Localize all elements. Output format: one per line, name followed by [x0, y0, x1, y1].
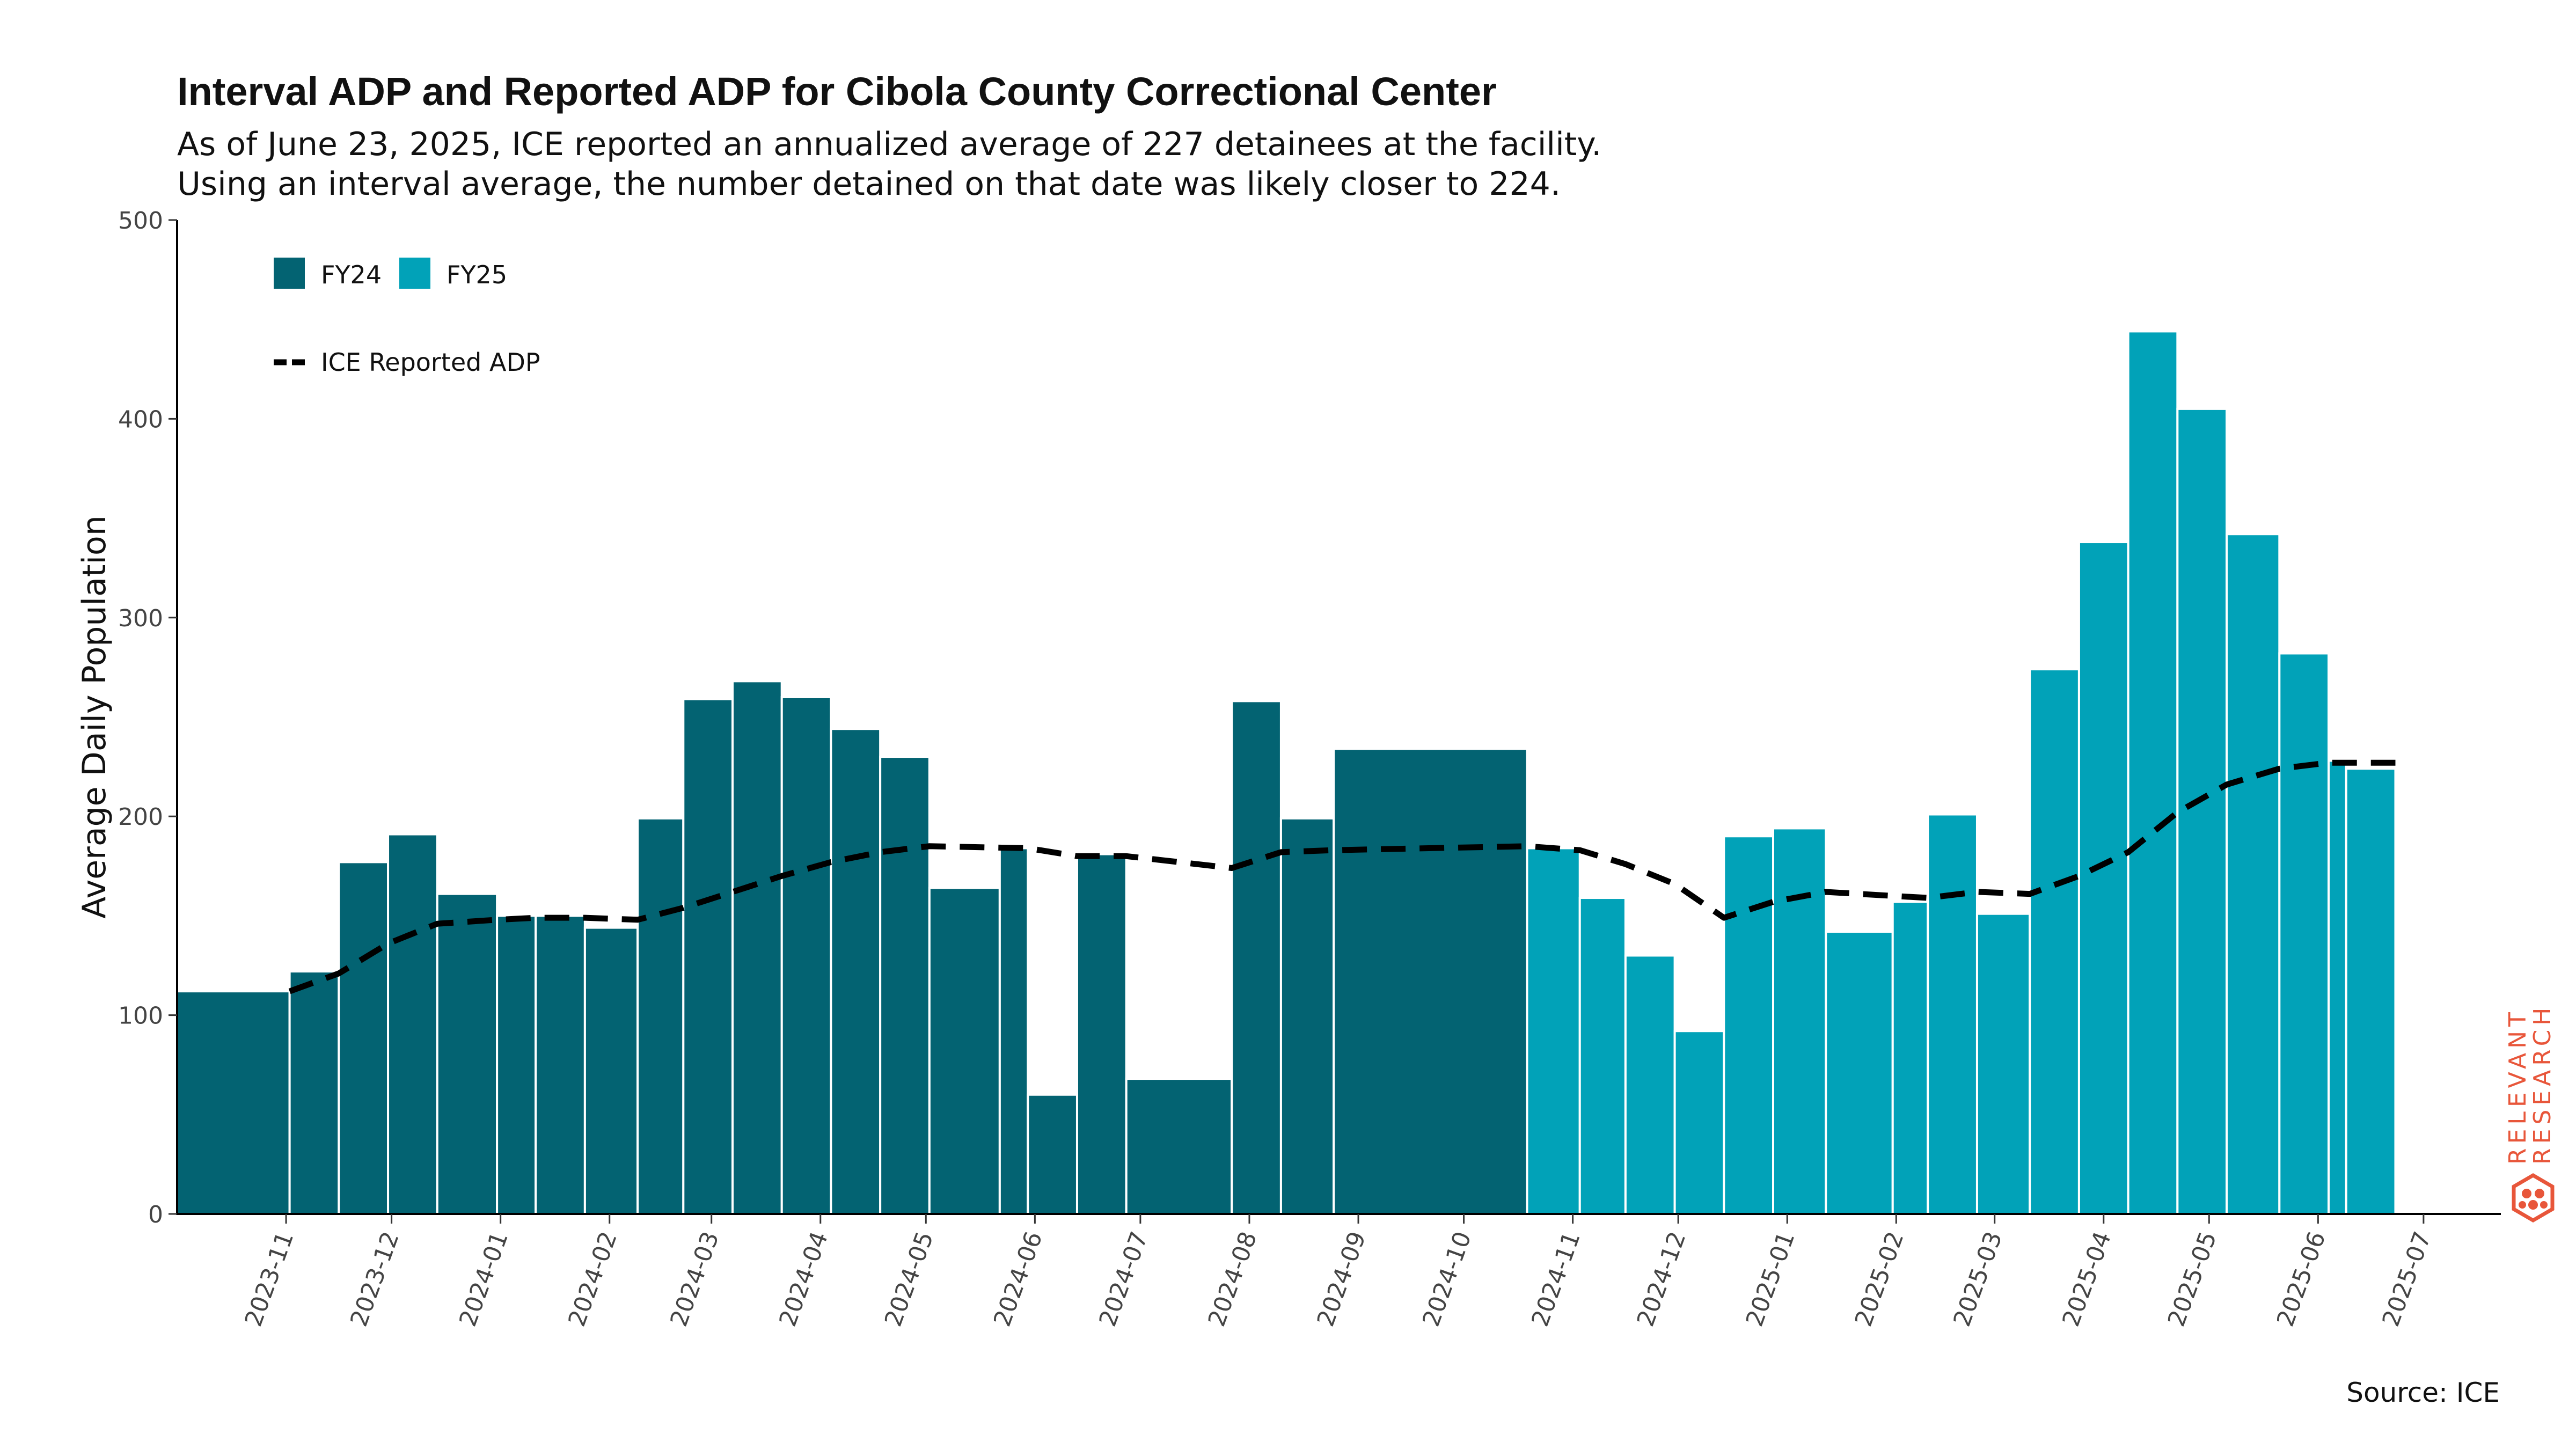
chart-subtitle-line-1: As of June 23, 2025, ICE reported an ann… — [177, 126, 1602, 163]
x-tick-label-2024-03: 2024-03 — [665, 1228, 724, 1330]
bar-fy24-8 — [636, 817, 685, 1216]
x-tick-label-2024-04: 2024-04 — [774, 1228, 833, 1330]
bar-fy25-35 — [2176, 407, 2228, 1215]
source-note: Source: ICE — [2346, 1377, 2500, 1408]
bar-fy25-26 — [1723, 835, 1775, 1215]
bar-fy24-16 — [1027, 1093, 1078, 1216]
y-axis-title: Average Daily Population — [76, 515, 113, 919]
x-tick-label-2024-12: 2024-12 — [1632, 1228, 1692, 1330]
x-tick-label-2024-05: 2024-05 — [880, 1228, 939, 1330]
x-tick-label-2025-07: 2025-07 — [2377, 1228, 2436, 1330]
x-tick-label-2025-03: 2025-03 — [1948, 1228, 2008, 1330]
svg-text:RESEARCH: RESEARCH — [2529, 1004, 2556, 1165]
relevant-research-logo: RELEVANT RESEARCH — [2504, 1004, 2556, 1223]
bar-fy24-6 — [535, 914, 586, 1215]
bar-fy24-1 — [288, 970, 340, 1216]
bar-fy24-17 — [1075, 853, 1128, 1216]
bar-fy25-23 — [1578, 897, 1627, 1215]
x-tick-label-2023-11: 2023-11 — [240, 1228, 299, 1330]
bar-fy24-4 — [436, 892, 499, 1215]
y-tick-label-400: 400 — [118, 406, 163, 433]
bar-fy24-5 — [496, 914, 537, 1215]
bar-fy25-36 — [2226, 533, 2281, 1215]
bar-fy25-27 — [1772, 827, 1827, 1215]
bar-fy24-19 — [1231, 700, 1282, 1216]
bar-fy24-0 — [176, 990, 291, 1215]
bar-fy24-18 — [1125, 1078, 1233, 1216]
chart-title: Interval ADP and Reported ADP for Cibola… — [177, 69, 1497, 114]
x-tick-label-2025-01: 2025-01 — [1741, 1228, 1801, 1330]
bar-fy24-2 — [338, 861, 390, 1215]
x-tick-label-2024-11: 2024-11 — [1526, 1228, 1586, 1330]
legend-swatch-fy24 — [274, 258, 305, 289]
bar-fy25-38 — [2328, 759, 2347, 1216]
bar-fy24-12 — [830, 728, 882, 1215]
svg-text:RELEVANT: RELEVANT — [2504, 1008, 2531, 1165]
bar-fy25-30 — [1927, 813, 1978, 1215]
bar-fy25-32 — [2029, 668, 2080, 1215]
x-tick-label-2025-02: 2025-02 — [1850, 1228, 1909, 1330]
bar-fy24-10 — [731, 680, 783, 1215]
y-tick-label-0: 0 — [148, 1201, 163, 1228]
bar-fy25-37 — [2278, 652, 2330, 1215]
legend-label-fy25: FY25 — [447, 260, 507, 289]
ice-reported-adp-line — [288, 759, 2396, 994]
bar-fy24-11 — [780, 696, 832, 1215]
chart-subtitle-line-2: Using an interval average, the number de… — [177, 165, 1561, 203]
x-tick-label-2025-06: 2025-06 — [2272, 1228, 2331, 1330]
bar-fy24-14 — [928, 887, 1001, 1215]
bar-fy24-20 — [1279, 817, 1335, 1216]
y-tick-label-100: 100 — [118, 1002, 163, 1030]
bar-fy25-39 — [2345, 767, 2397, 1215]
bar-fy24-3 — [387, 833, 438, 1215]
bar-fy25-34 — [2127, 330, 2179, 1216]
bar-fy24-13 — [879, 756, 931, 1215]
legend-label-ice-reported-adp: ICE Reported ADP — [321, 348, 540, 377]
legend-label-fy24: FY24 — [321, 260, 382, 289]
bar-fy25-25 — [1673, 1030, 1725, 1216]
bar-fy25-28 — [1825, 931, 1894, 1215]
x-tick-label-2024-02: 2024-02 — [563, 1228, 623, 1330]
bar-fy24-15 — [998, 847, 1029, 1215]
x-tick-label-2025-04: 2025-04 — [2057, 1228, 2117, 1330]
bar-fy24-7 — [583, 926, 639, 1215]
y-tick-label-500: 500 — [118, 207, 163, 235]
logo-hexagon-icon — [2512, 1173, 2555, 1223]
legend-swatch-fy25 — [399, 258, 430, 289]
x-tick-label-2024-08: 2024-08 — [1203, 1228, 1262, 1330]
bar-fy25-33 — [2077, 541, 2129, 1215]
x-tick-label-2025-05: 2025-05 — [2163, 1228, 2222, 1330]
x-tick-label-2023-12: 2023-12 — [345, 1228, 405, 1330]
bar-fy25-29 — [1891, 901, 1929, 1216]
x-tick-label-2024-07: 2024-07 — [1094, 1228, 1153, 1330]
x-tick-label-2024-01: 2024-01 — [454, 1228, 514, 1330]
x-tick-label-2024-10: 2024-10 — [1417, 1228, 1477, 1330]
y-tick-label-300: 300 — [118, 605, 163, 632]
bar-fy24-9 — [682, 698, 734, 1215]
y-tick-label-200: 200 — [118, 803, 163, 831]
x-tick-label-2024-09: 2024-09 — [1312, 1228, 1372, 1330]
bar-fy25-31 — [1975, 912, 2031, 1216]
bar-fy24-21 — [1333, 748, 1528, 1216]
x-tick-label-2024-06: 2024-06 — [989, 1228, 1048, 1330]
bar-fy25-22 — [1526, 847, 1581, 1215]
bar-fy25-24 — [1624, 954, 1676, 1215]
